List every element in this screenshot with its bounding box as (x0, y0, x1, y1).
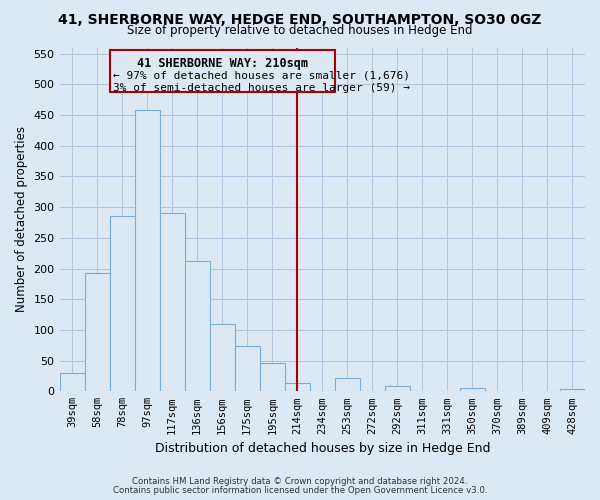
FancyBboxPatch shape (110, 50, 335, 92)
Bar (560, 390, 585, 392)
Bar (335, 378, 360, 392)
Bar (285, 384, 310, 392)
Bar (460, 388, 485, 392)
Text: 41, SHERBORNE WAY, HEDGE END, SOUTHAMPTON, SO30 0GZ: 41, SHERBORNE WAY, HEDGE END, SOUTHAMPTO… (58, 12, 542, 26)
Bar (260, 363, 285, 392)
Bar (160, 212, 185, 392)
Bar (185, 260, 209, 392)
Bar (85, 274, 110, 392)
Text: 3% of semi-detached houses are larger (59) →: 3% of semi-detached houses are larger (5… (113, 83, 410, 93)
Bar (209, 324, 235, 392)
Text: Contains public sector information licensed under the Open Government Licence v3: Contains public sector information licen… (113, 486, 487, 495)
Bar (235, 346, 260, 392)
Bar (59, 373, 85, 392)
Bar (134, 110, 160, 392)
Text: ← 97% of detached houses are smaller (1,676): ← 97% of detached houses are smaller (1,… (113, 70, 410, 80)
X-axis label: Distribution of detached houses by size in Hedge End: Distribution of detached houses by size … (155, 442, 490, 455)
Y-axis label: Number of detached properties: Number of detached properties (15, 126, 28, 312)
Text: Size of property relative to detached houses in Hedge End: Size of property relative to detached ho… (127, 24, 473, 37)
Bar (110, 216, 134, 392)
Text: Contains HM Land Registry data © Crown copyright and database right 2024.: Contains HM Land Registry data © Crown c… (132, 478, 468, 486)
Bar (385, 386, 410, 392)
Text: 41 SHERBORNE WAY: 210sqm: 41 SHERBORNE WAY: 210sqm (137, 58, 308, 70)
